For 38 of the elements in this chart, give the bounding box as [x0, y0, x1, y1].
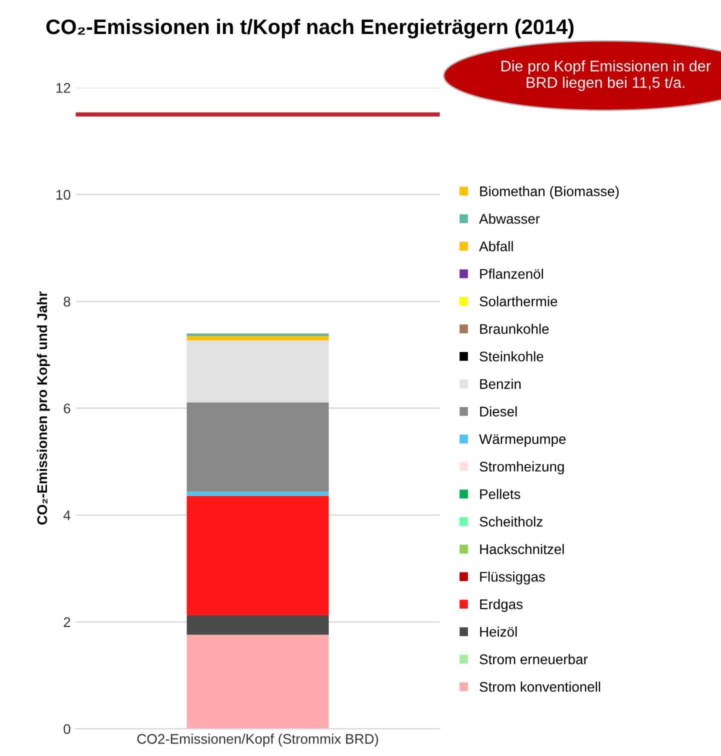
text: Die pro Kopf Emissionen in der BRD liegen bei 11,5 t/a.	[502, 60, 711, 91]
legend-label: Abfall	[479, 241, 513, 252]
legend-label: Hackschnitzel	[480, 544, 564, 554]
bar	[186, 333, 329, 336]
legend-label: Heizöl	[480, 626, 517, 637]
legend-label: Braunkohle	[480, 324, 549, 334]
legend-label: Wärmepumpe	[479, 434, 566, 447]
bar	[186, 402, 329, 492]
legend-label: Strom konventionell	[480, 682, 600, 692]
legend-label: Strom erneuerbar	[480, 654, 588, 664]
y-axis-title: CO₂-Emissionen pro Kopf und Jahr	[36, 292, 50, 525]
legend-label: Biomethan (Biomasse)	[480, 186, 619, 199]
x-tick-label: CO2-Emissionen/Kopf (Strommix BRD)	[137, 734, 378, 747]
legend-label: Steinkohle	[480, 351, 544, 362]
chart-title: CO₂-Emissionen in t/Kopf nach Energieträgern (2014)	[46, 18, 574, 38]
legend-label: Scheitholz	[480, 516, 542, 527]
legend-label: Stromheizung	[480, 461, 564, 474]
y-tick-label: 12	[56, 83, 70, 93]
y-tick-label: 4	[63, 510, 70, 520]
legend-label: Pellets	[480, 488, 520, 500]
y-tick-label: 8	[64, 296, 70, 307]
y-tick-label: 6	[64, 404, 70, 414]
bar	[186, 634, 329, 729]
y-tick-label: 2	[64, 617, 70, 627]
legend-label: Flüssiggas	[480, 571, 545, 584]
legend-label: Abwasser	[479, 214, 540, 224]
legend-label: Solarthermie	[480, 296, 558, 306]
legend-label: Erdgas	[480, 599, 523, 612]
y-tick-label: 0	[64, 724, 70, 734]
legend-label: Pflanzenöl	[480, 268, 543, 279]
legend-label: Diesel	[480, 406, 517, 416]
bar	[186, 340, 329, 402]
bar	[186, 616, 329, 635]
bar	[186, 496, 329, 616]
y-tick-label: 10	[56, 190, 70, 200]
bar	[186, 492, 329, 496]
legend-label: Benzin	[480, 378, 521, 389]
bar	[186, 336, 329, 340]
